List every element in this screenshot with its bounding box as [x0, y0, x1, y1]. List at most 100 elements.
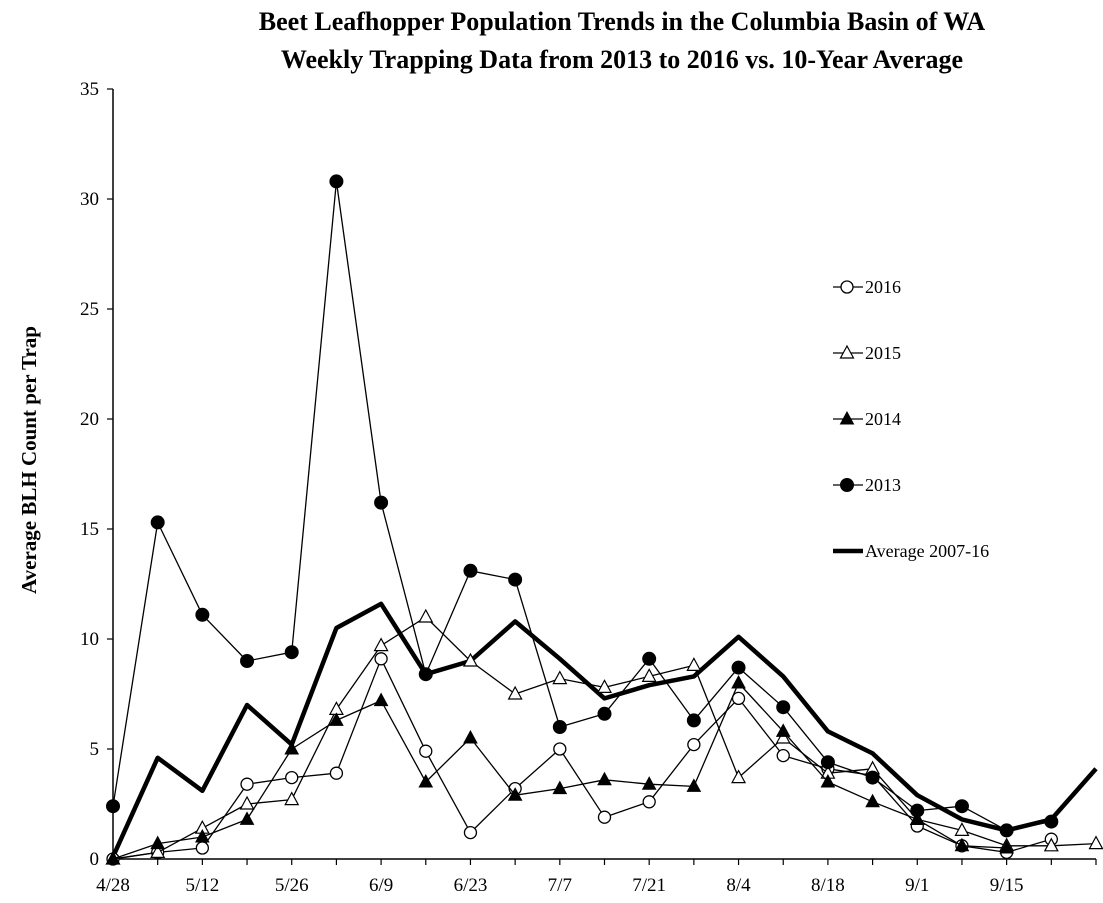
data-point [642, 795, 656, 809]
y-tick-label: 30 [80, 189, 99, 210]
data-point [150, 835, 166, 850]
data-point [195, 607, 210, 622]
legend-entry-2016: 2016 [833, 277, 901, 297]
data-point [909, 811, 925, 825]
data-point [374, 495, 389, 510]
x-tick-label: 4/28 [96, 875, 130, 896]
legend-entry-average-2007-16: Average 2007-16 [833, 541, 989, 561]
data-point [1088, 835, 1103, 850]
data-point [775, 723, 791, 737]
data-point [686, 713, 701, 728]
data-point [507, 685, 523, 700]
data-point [329, 174, 344, 189]
data-point [1044, 814, 1059, 829]
y-tick-label: 25 [80, 299, 99, 320]
data-point [820, 755, 835, 770]
data-point [954, 822, 970, 837]
y-tick-label: 5 [90, 739, 100, 760]
data-point [776, 748, 790, 763]
x-tick-label: 6/23 [454, 875, 488, 896]
legend-marker [839, 410, 855, 425]
legend-label: 2015 [865, 343, 901, 363]
data-point [642, 651, 657, 666]
y-tick-label: 35 [80, 79, 99, 100]
data-point [239, 811, 255, 825]
data-point [508, 572, 523, 587]
data-point [106, 799, 120, 814]
chart-title-line-1: Beet Leafhopper Population Trends in the… [259, 7, 986, 36]
y-tick-label: 20 [80, 409, 99, 430]
x-tick-label: 9/1 [905, 875, 929, 896]
data-point [150, 515, 165, 530]
data-point [463, 729, 478, 744]
data-point [284, 791, 300, 806]
data-point [731, 769, 747, 784]
series-2016 [106, 652, 1058, 866]
data-point [462, 652, 478, 667]
y-axis-title: Average BLH Count per Trap [17, 326, 41, 594]
data-point [910, 803, 925, 818]
x-tick-label: 8/4 [726, 875, 751, 896]
data-point [999, 823, 1014, 838]
data-point [820, 773, 836, 788]
y-tick-label: 15 [80, 519, 99, 540]
data-point [240, 654, 255, 668]
x-tick-label: 6/9 [369, 875, 393, 896]
data-point [373, 637, 389, 652]
legend-label: Average 2007-16 [865, 541, 989, 561]
data-point [954, 837, 970, 852]
data-point [374, 652, 388, 666]
data-point [418, 773, 434, 788]
data-point [1043, 837, 1059, 852]
data-point [641, 776, 657, 790]
data-point [865, 793, 880, 808]
data-point [150, 844, 166, 859]
legend-entry-2013: 2013 [833, 475, 901, 495]
data-point [687, 737, 701, 752]
data-point [731, 674, 746, 689]
data-point [329, 766, 344, 780]
data-point [195, 828, 210, 843]
series-2014 [105, 674, 1014, 865]
legend-entry-2015: 2015 [833, 343, 901, 363]
data-point [195, 841, 210, 855]
data-point [373, 692, 389, 707]
legend-marker [839, 344, 855, 359]
x-tick-label: 9/15 [990, 875, 1024, 896]
data-point [105, 850, 121, 865]
data-point [597, 810, 612, 824]
x-tick-label: 5/12 [185, 875, 219, 896]
legend-marker [840, 280, 854, 294]
data-point [686, 778, 702, 792]
data-point [597, 706, 612, 721]
data-point [240, 777, 254, 791]
data-point [418, 667, 433, 682]
data-point [776, 700, 791, 715]
data-point [285, 770, 299, 785]
y-tick-label: 0 [90, 849, 100, 870]
data-point [463, 825, 478, 840]
y-tick-label: 10 [80, 629, 99, 650]
data-point [552, 780, 568, 795]
data-point [865, 770, 880, 785]
chart-title-line-2: Weekly Trapping Data from 2013 to 2016 v… [281, 45, 963, 74]
data-point [552, 670, 568, 685]
data-point [999, 839, 1014, 854]
data-point [686, 657, 702, 672]
data-point [418, 608, 434, 623]
data-point [507, 787, 523, 801]
data-point [463, 563, 478, 578]
series-layer [105, 174, 1103, 866]
x-tick-label: 7/7 [548, 875, 572, 896]
legend-label: 2013 [865, 475, 901, 495]
x-tick-label: 5/26 [275, 875, 309, 896]
axes: 0 5 10 15 20 25 30 35 4/28 5/12 5/26 6/9 6/23 7/7 7/21… [80, 79, 1097, 896]
series-2015 [105, 608, 1103, 865]
data-point [596, 679, 613, 694]
data-point [284, 740, 300, 755]
data-point [954, 799, 969, 814]
series-line [110, 601, 1098, 858]
data-point [239, 795, 255, 810]
